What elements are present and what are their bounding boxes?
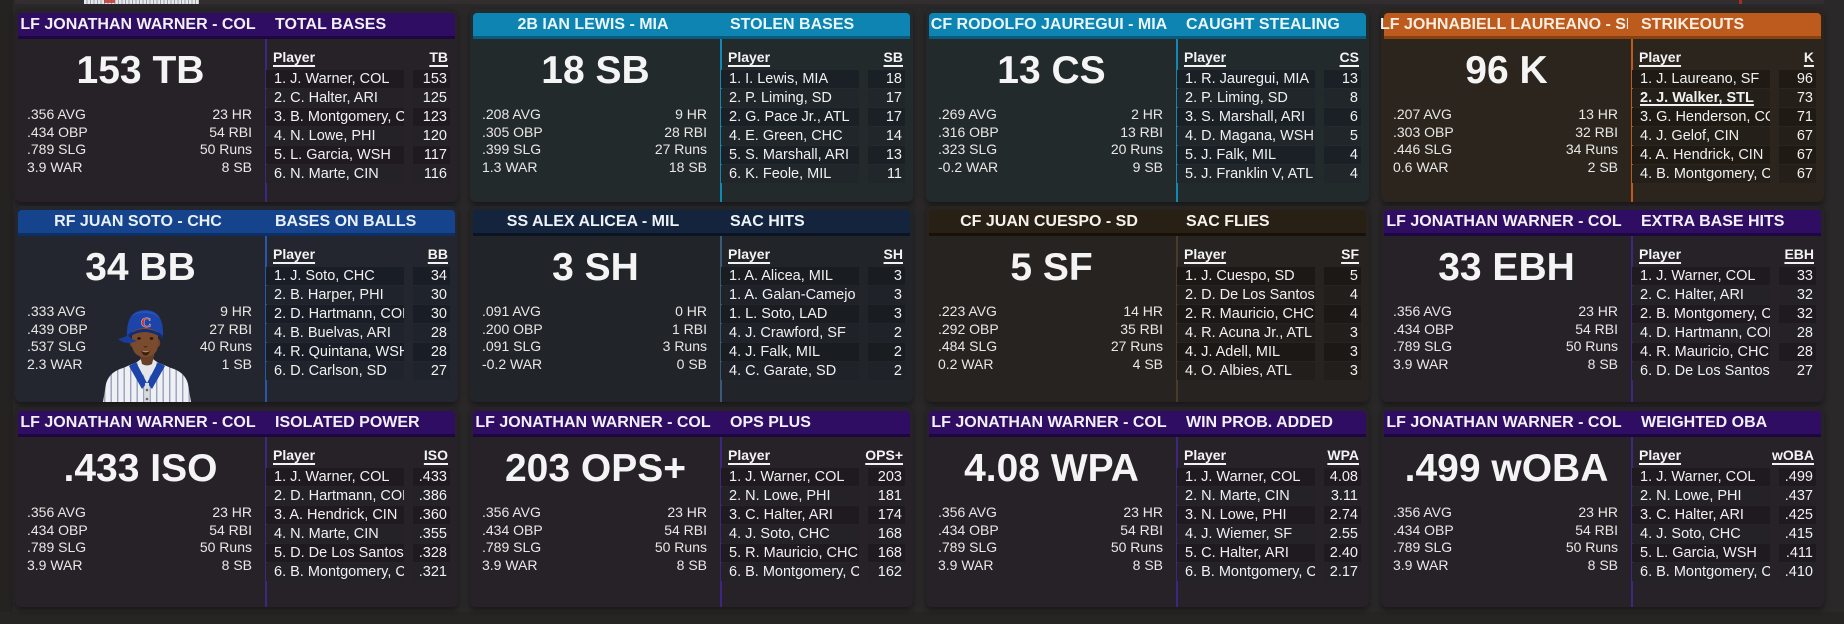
svg-text:C: C [141,316,151,331]
